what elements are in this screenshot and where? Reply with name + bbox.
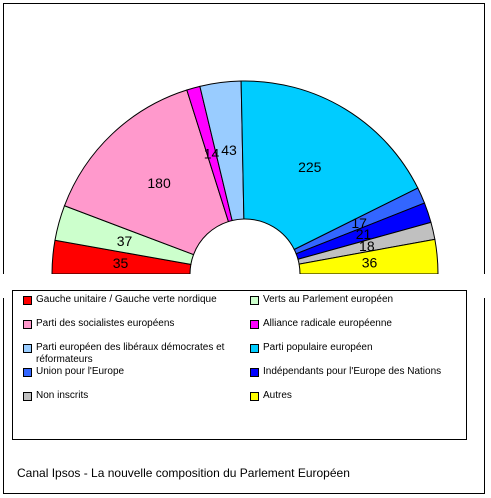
legend-label-8: Non inscrits bbox=[36, 390, 89, 401]
legend-item-4: Parti européen des libéraux démocrates e… bbox=[23, 342, 241, 366]
legend-label-0: Gauche unitaire / Gauche verte nordique bbox=[36, 294, 217, 305]
legend-swatch-5 bbox=[250, 344, 259, 353]
legend-label-5: Parti populaire européen bbox=[263, 342, 373, 353]
legend-item-6: Union pour l'Europe bbox=[23, 366, 241, 378]
caption: Canal Ipsos - La nouvelle composition du… bbox=[17, 466, 350, 480]
legend-swatch-9 bbox=[250, 392, 259, 401]
chart-frame bbox=[3, 3, 485, 494]
slice-5 bbox=[240, 80, 419, 251]
legend-swatch-1 bbox=[250, 296, 259, 305]
slice-value-label-1: 37 bbox=[117, 233, 133, 249]
legend-label-4: Parti européen des libéraux démocrates e… bbox=[36, 342, 225, 365]
slice-value-label-0: 35 bbox=[113, 255, 129, 271]
legend-item-0: Gauche unitaire / Gauche verte nordique bbox=[23, 294, 241, 306]
legend-swatch-4 bbox=[23, 344, 32, 353]
slice-value-label-4: 43 bbox=[221, 142, 237, 158]
legend-item-5: Parti populaire européen bbox=[250, 342, 468, 354]
legend-swatch-3 bbox=[250, 320, 259, 329]
slice-value-label-5: 225 bbox=[298, 159, 322, 175]
legend-label-9: Autres bbox=[263, 390, 292, 401]
legend-swatch-8 bbox=[23, 392, 32, 401]
legend-item-9: Autres bbox=[250, 390, 468, 402]
legend-label-1: Verts au Parlement européen bbox=[263, 294, 394, 305]
legend-item-8: Non inscrits bbox=[23, 390, 241, 402]
legend-label-6: Union pour l'Europe bbox=[36, 366, 125, 377]
slice-value-label-8: 18 bbox=[359, 238, 375, 254]
slice-2 bbox=[63, 89, 230, 256]
legend-swatch-7 bbox=[250, 368, 259, 377]
slice-value-label-7: 21 bbox=[356, 226, 372, 242]
legend-label-3: Alliance radicale européenne bbox=[263, 318, 392, 329]
legend-swatch-6 bbox=[23, 368, 32, 377]
legend-item-3: Alliance radicale européenne bbox=[250, 318, 468, 330]
legend-label-7: Indépendants pour l'Europe des Nations bbox=[263, 366, 442, 377]
legend-swatch-0 bbox=[23, 296, 32, 305]
legend: Gauche unitaire / Gauche verte nordique V… bbox=[12, 290, 467, 440]
legend-item-2: Parti des socialistes européens bbox=[23, 318, 241, 330]
slice-value-label-6: 17 bbox=[351, 215, 367, 231]
legend-item-1: Verts au Parlement européen bbox=[250, 294, 468, 306]
legend-swatch-2 bbox=[23, 320, 32, 329]
slice-value-label-2: 180 bbox=[147, 175, 171, 191]
legend-label-2: Parti des socialistes européens bbox=[36, 318, 175, 329]
legend-item-7: Indépendants pour l'Europe des Nations bbox=[250, 366, 468, 378]
slice-value-label-3: 14 bbox=[204, 146, 220, 162]
slice-value-label-9: 36 bbox=[362, 255, 378, 271]
